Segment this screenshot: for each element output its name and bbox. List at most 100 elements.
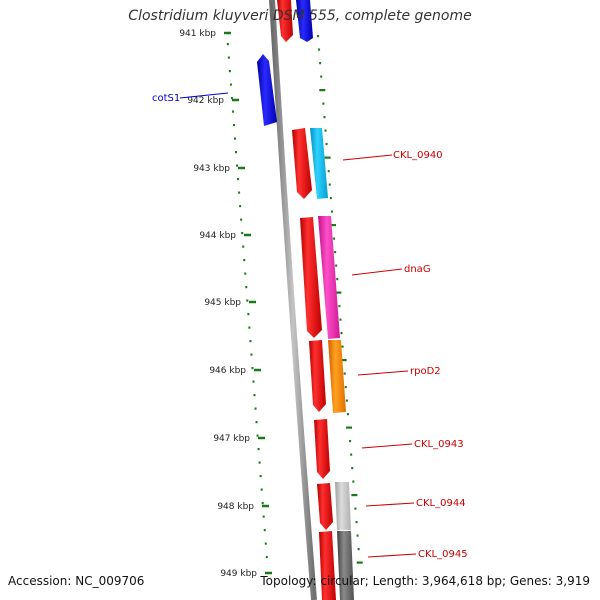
gene-label: CKL_0945 — [418, 549, 468, 560]
gene-label: rpoD2 — [410, 366, 441, 377]
genome-backbone — [269, 0, 317, 600]
outer-scale-tick — [334, 251, 337, 254]
gene-arrow-dnaG-a — [300, 217, 322, 338]
gene-label: CKL_0943 — [414, 439, 464, 450]
outer-scale-tick — [344, 386, 347, 389]
outer-scale-tick — [355, 521, 358, 524]
scale-tick-label: 941 kbp — [179, 29, 216, 39]
scale-minor-tick — [242, 245, 245, 248]
scale-minor-tick — [263, 529, 266, 532]
outer-scale-tick — [354, 507, 357, 510]
scale-minor-tick — [239, 205, 242, 208]
scale-tick-label: 949 kbp — [220, 569, 257, 579]
gene-arrow-CKL_0944 — [317, 483, 333, 530]
gene-label-leader — [357, 370, 409, 376]
scale-minor-tick — [229, 83, 232, 86]
scale-minor-tick — [240, 218, 243, 221]
scale-tick-label: 942 kbp — [187, 96, 224, 106]
outer-scale-tick — [330, 210, 333, 213]
outer-scale-tick — [322, 102, 325, 105]
scale-minor-tick — [244, 272, 247, 275]
outer-scale-tick — [346, 413, 349, 416]
scale-minor-tick — [259, 475, 262, 478]
gene-arrow-rpoD2-b — [328, 340, 346, 413]
gene-labels: cotS1 CKL_0940 dnaG rpoD2 CKL_0943 CKL_0944 CK… — [152, 92, 468, 560]
scale-minor-tick — [250, 353, 253, 356]
outer-scale-tick — [324, 129, 327, 132]
outer-scale-tick — [340, 359, 347, 362]
scale-tick-label: 946 kbp — [209, 366, 246, 376]
gene-arrow-cotS1 — [257, 54, 277, 126]
scale-minor-tick — [251, 367, 254, 370]
scale-minor-tick — [257, 448, 260, 451]
scale-minor-tick — [241, 232, 244, 235]
scale-minor-tick — [254, 407, 257, 410]
scale-minor-tick — [255, 421, 258, 424]
outer-scale-tick — [335, 291, 342, 294]
outer-scale-tick — [339, 318, 342, 321]
scale-ticks — [224, 31, 272, 575]
outer-scale-tick — [320, 75, 323, 78]
gene-label: cotS1 — [152, 93, 180, 104]
gene-arrow-top-red — [277, 0, 293, 42]
outer-scale-tick — [338, 305, 341, 308]
scale-minor-tick — [256, 434, 259, 437]
scale-minor-tick — [253, 394, 256, 397]
scale-minor-tick — [238, 191, 241, 194]
outer-scale-tick — [319, 89, 326, 92]
scale-minor-tick — [228, 70, 231, 73]
gene-label-leader — [351, 268, 403, 276]
scale-minor-tick — [249, 340, 252, 343]
outer-scale-tick — [356, 534, 359, 537]
scale-minor-tick — [232, 124, 235, 127]
gene-arrow-CKL_0940-a — [292, 128, 312, 199]
genome-summary: Topology: circular; Length: 3,964,618 bp… — [260, 574, 590, 588]
gene-arrow-rpoD2-a — [309, 340, 326, 412]
accession-label: Accession: NC_009706 — [8, 574, 145, 588]
outer-scale-tick — [340, 332, 343, 335]
gene-label: dnaG — [404, 264, 431, 275]
scale-minor-tick — [248, 326, 251, 329]
outer-scale-tick — [346, 426, 353, 429]
gene-features — [257, 0, 354, 600]
gene-label-leader — [367, 553, 417, 558]
scale-tick-label: 944 kbp — [199, 231, 236, 241]
scale-labels: 941 kbp 942 kbp 943 kbp 944 kbp 945 kbp 946 k… — [179, 29, 257, 579]
outer-scale-tick — [341, 345, 344, 348]
gene-label-leader — [365, 502, 415, 507]
scale-minor-tick — [227, 56, 230, 59]
outer-scale-tick — [352, 480, 355, 483]
scale-minor-tick — [231, 110, 234, 113]
gene-label: CKL_0944 — [416, 498, 466, 509]
gene-arrow-CKL_0945 — [319, 531, 336, 600]
scale-tick-label: 945 kbp — [204, 298, 241, 308]
gene-label-leader — [342, 154, 393, 161]
outer-scale-tick — [318, 48, 321, 51]
gene-arrow-top-blue — [296, 0, 313, 42]
outer-scale-tick — [324, 156, 331, 159]
scale-tick-label: 947 kbp — [213, 434, 250, 444]
scale-minor-tick — [237, 178, 240, 181]
outer-scale-dots — [226, 35, 363, 564]
outer-scale-tick — [319, 62, 322, 65]
outer-scale-tick — [351, 467, 354, 470]
scale-minor-tick — [235, 151, 238, 154]
gene-arrow-CKL_0943 — [314, 419, 330, 479]
outer-scale-tick — [329, 197, 332, 200]
outer-scale-tick — [350, 453, 353, 456]
gene-arrow-dnaG-b — [318, 216, 340, 339]
scale-tick-label: 948 kbp — [217, 502, 254, 512]
scale-minor-tick — [264, 542, 267, 545]
outer-scale-tick — [357, 548, 360, 551]
outer-scale-tick — [317, 35, 319, 38]
scale-minor-tick — [234, 137, 237, 140]
outer-scale-tick — [345, 399, 348, 402]
outer-scale-tick — [356, 561, 363, 564]
outer-scale-tick — [328, 183, 331, 186]
outer-scale-tick — [329, 224, 336, 227]
outer-scale-tick — [323, 116, 326, 119]
scale-minor-tick — [245, 286, 248, 289]
outer-scale-tick — [325, 143, 328, 146]
gene-box-CKL_0945-b — [337, 531, 354, 600]
